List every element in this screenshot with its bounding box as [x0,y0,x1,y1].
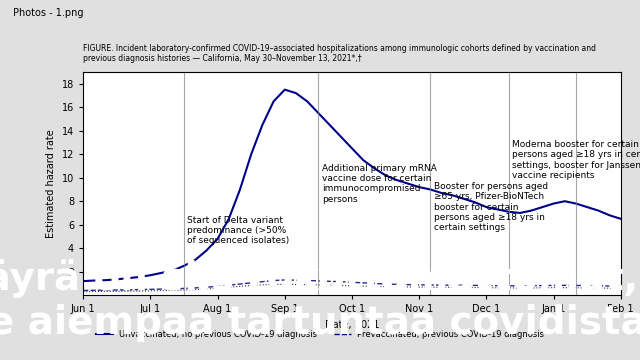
Legend: Unvaccinated, no previous COVID-19 diagnosis, Prevaccinated, previous COVID-19 d: Unvaccinated, no previous COVID-19 diagn… [93,327,547,343]
Text: Photos - 1.png: Photos - 1.png [13,8,83,18]
Text: Tämä käyrä on siis rokottamattomat, joilla ei
ole aiempaa tartuntaa covidista...: Tämä käyrä on siis rokottamattomat, joil… [0,259,640,342]
Text: Booster for persons aged
≥65 yrs, Pfizer-BioNTech
booster for certain
persons ag: Booster for persons aged ≥65 yrs, Pfizer… [434,182,548,233]
Text: Moderna booster for certain
persons aged ≥18 yrs in certain
settings, booster fo: Moderna booster for certain persons aged… [512,140,640,180]
Y-axis label: Estimated hazard rate: Estimated hazard rate [46,129,56,238]
X-axis label: Date, 2021: Date, 2021 [324,320,380,330]
Text: Start of Delta variant
predominance (>50%
of sequenced isolates): Start of Delta variant predominance (>50… [188,216,290,246]
Text: Additional primary mRNA
vaccine dose for certain
immunocompromised
persons: Additional primary mRNA vaccine dose for… [322,163,436,204]
Text: FIGURE. Incident laboratory-confirmed COVID-19–associated hospitalizations among: FIGURE. Incident laboratory-confirmed CO… [83,44,596,63]
